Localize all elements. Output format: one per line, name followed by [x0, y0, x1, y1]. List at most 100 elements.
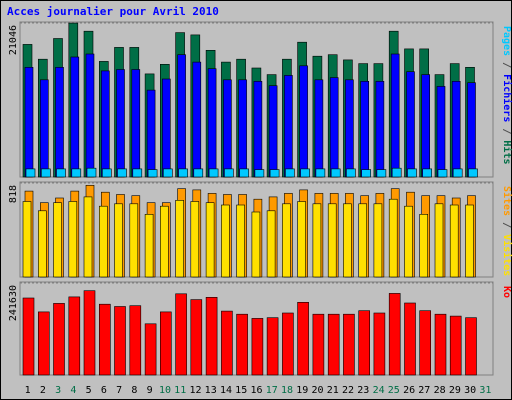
bottom-legend-0: Ko — [501, 286, 512, 298]
bottom-bar-ko-2 — [37, 311, 50, 376]
bottom-bar-ko-1 — [22, 297, 35, 376]
top-legend-1: / — [501, 56, 512, 74]
bottom-bar-ko-29 — [449, 315, 462, 376]
x-tick-label-29: 29 — [449, 385, 461, 396]
middle-bar-visites-1 — [22, 201, 32, 278]
bottom-bar-ko-3 — [53, 303, 65, 376]
x-tick-label-31: 31 — [479, 385, 491, 396]
top-bar-fichiers-24 — [375, 81, 385, 178]
middle-bar-visites-12 — [190, 201, 200, 278]
middle-bar-visites-27 — [419, 214, 429, 278]
bottom-bar-ko-13 — [205, 296, 218, 376]
x-tick-label-26: 26 — [403, 385, 415, 396]
top-bar-pages-4 — [71, 168, 82, 178]
x-tick-label-7: 7 — [116, 385, 122, 396]
x-tick-label-19: 19 — [296, 385, 308, 396]
bottom-bar-ko-4 — [68, 296, 81, 376]
x-tick-label-27: 27 — [418, 385, 430, 396]
bottom-bar-ko-14 — [221, 310, 233, 376]
top-bar-fichiers-23 — [360, 81, 370, 178]
top-bar-fichiers-7 — [116, 69, 125, 178]
top-bar-fichiers-29 — [451, 81, 461, 178]
top-side-legend: Pages / Fichiers / Hits — [501, 26, 512, 165]
top-bar-fichiers-1 — [24, 67, 34, 178]
middle-bar-visites-23 — [358, 203, 368, 278]
bottom-bar-ko-12 — [190, 299, 203, 376]
top-bar-pages-9 — [147, 169, 158, 178]
top-bar-fichiers-2 — [39, 79, 49, 178]
middle-side-legend: Sites / Visites — [501, 186, 512, 276]
x-tick-label-20: 20 — [311, 385, 323, 396]
x-tick-label-30: 30 — [464, 385, 476, 396]
top-bar-pages-24 — [376, 169, 387, 178]
middle-bar-visites-13 — [205, 202, 215, 278]
bottom-bar-ko-7 — [114, 306, 126, 376]
bottom-bar-ko-9 — [144, 323, 157, 376]
top-bar-pages-26 — [407, 168, 417, 178]
bottom-bar-ko-30 — [465, 317, 477, 376]
middle-bar-visites-19 — [297, 201, 306, 278]
top-bar-fichiers-14 — [223, 79, 232, 178]
x-tick-label-10: 10 — [159, 385, 171, 396]
middle-bar-visites-6 — [99, 205, 108, 278]
top-bar-fichiers-6 — [101, 70, 110, 178]
top-legend-3: / — [501, 122, 512, 140]
top-bar-pages-29 — [452, 168, 463, 178]
top-legend-4: Hits — [501, 140, 512, 164]
x-tick-label-6: 6 — [101, 385, 107, 396]
middle-bar-visites-3 — [53, 202, 62, 278]
top-bar-pages-19 — [300, 168, 310, 178]
bottom-bar-ko-11 — [175, 293, 187, 376]
top-bar-pages-11 — [178, 168, 188, 178]
top-bar-fichiers-8 — [131, 69, 141, 178]
x-tick-label-1: 1 — [25, 385, 31, 396]
x-tick-label-28: 28 — [434, 385, 446, 396]
bottom-bar-ko-16 — [251, 318, 264, 376]
x-tick-label-16: 16 — [250, 385, 262, 396]
top-bar-fichiers-19 — [299, 65, 308, 178]
middle-bar-visites-8 — [129, 203, 139, 278]
top-bar-fichiers-22 — [345, 79, 354, 178]
top-bar-fichiers-30 — [467, 82, 476, 178]
top-bar-pages-20 — [315, 168, 326, 178]
top-bar-fichiers-26 — [406, 71, 415, 178]
bottom-bar-ko-20 — [312, 313, 325, 376]
top-bar-fichiers-13 — [207, 68, 217, 178]
top-bar-pages-22 — [346, 168, 356, 178]
middle-bar-visites-29 — [449, 204, 459, 278]
bottom-bar-ko-25 — [388, 293, 401, 376]
bottom-bar-ko-24 — [373, 312, 386, 376]
page-title: Acces journalier pour Avril 2010 — [7, 5, 219, 18]
middle-bar-visites-2 — [37, 210, 47, 278]
top-bar-fichiers-18 — [284, 75, 293, 178]
top-bar-pages-8 — [132, 168, 143, 178]
middle-bar-visites-7 — [114, 203, 123, 278]
middle-bar-visites-9 — [144, 214, 154, 278]
top-bar-fichiers-17 — [268, 85, 278, 178]
x-tick-label-3: 3 — [55, 385, 61, 396]
top-bar-pages-7 — [117, 168, 127, 178]
x-tick-label-13: 13 — [205, 385, 217, 396]
top-bar-pages-2 — [40, 168, 51, 178]
top-legend-0: Pages — [501, 26, 512, 56]
bottom-bar-ko-26 — [404, 302, 416, 376]
bottom-side-legend: Ko — [501, 286, 512, 298]
top-bar-pages-3 — [56, 168, 66, 178]
bottom-bar-ko-23 — [358, 310, 371, 376]
x-tick-label-12: 12 — [189, 385, 201, 396]
x-tick-label-2: 2 — [40, 385, 46, 396]
top-bar-pages-13 — [208, 168, 219, 178]
top-bar-pages-15 — [239, 168, 249, 178]
middle-bar-visites-22 — [343, 203, 352, 278]
middle-legend-0: Sites — [501, 186, 512, 216]
top-bar-pages-23 — [361, 169, 372, 178]
top-bar-fichiers-25 — [390, 53, 400, 178]
middle-bar-visites-28 — [434, 203, 444, 278]
top-bar-fichiers-12 — [192, 61, 202, 178]
bottom-bar-ko-5 — [83, 290, 96, 376]
bottom-bar-ko-18 — [282, 312, 294, 376]
bottom-bar-ko-19 — [297, 301, 309, 376]
x-tick-label-9: 9 — [147, 385, 153, 396]
top-bar-fichiers-10 — [162, 78, 171, 178]
